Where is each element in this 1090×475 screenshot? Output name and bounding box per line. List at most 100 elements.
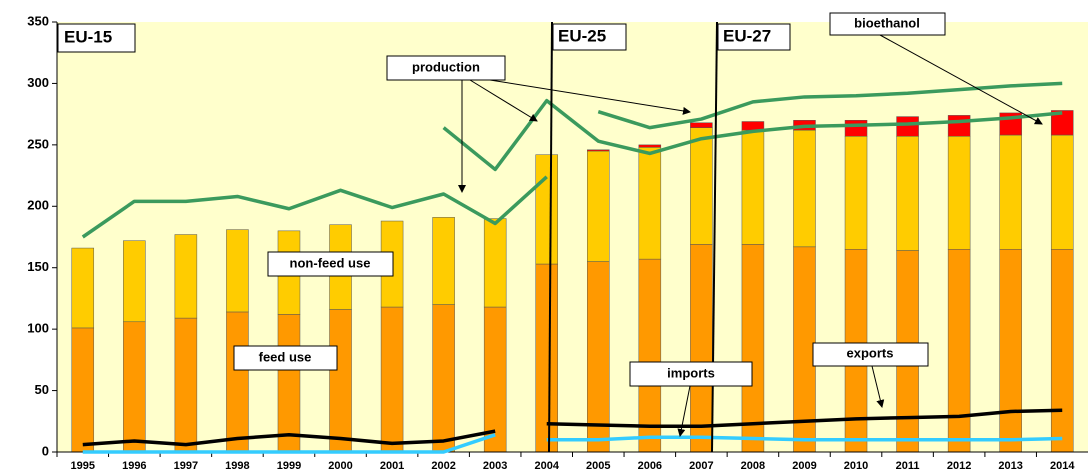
bar-segment	[123, 321, 146, 453]
y-tick-label: 0	[42, 443, 49, 458]
bar-segment	[226, 229, 249, 313]
bar-segment	[741, 244, 765, 453]
bar-segment	[999, 134, 1022, 250]
line-series	[81, 175, 548, 239]
line-series	[546, 408, 1063, 428]
bar-segment	[587, 150, 610, 262]
x-tick-label: 2004	[534, 460, 559, 472]
x-tick-label: 2006	[638, 460, 662, 472]
x-tick-label: 2012	[947, 460, 971, 472]
bar-segment	[432, 304, 455, 453]
annotation-arrow	[879, 34, 1043, 125]
bar-segment	[226, 311, 249, 453]
x-tick-label: 2000	[328, 460, 352, 472]
bar-segment	[483, 218, 507, 308]
bar-segment	[380, 306, 404, 453]
annotation: non-feed use	[290, 255, 371, 270]
annotation: feed use	[259, 349, 312, 364]
annotation-box	[386, 55, 506, 81]
bar-segment	[844, 120, 868, 137]
x-tick-label: 2014	[1050, 460, 1075, 472]
annotation: bioethanol	[854, 15, 920, 30]
line-series	[442, 98, 1063, 172]
line-series	[82, 429, 496, 447]
x-tick-label: 1996	[122, 460, 146, 472]
bar-segment	[483, 306, 507, 453]
x-tick-label: 1999	[277, 460, 301, 472]
x-tick-label: 2009	[792, 460, 816, 472]
bar-segment	[1050, 134, 1074, 250]
x-tick-label: 2008	[741, 460, 765, 472]
annotation-arrow	[677, 385, 691, 437]
bar-segment	[638, 147, 662, 260]
region-label: EU-25	[558, 26, 606, 45]
y-tick-label: 300	[27, 75, 49, 90]
bar-segment	[277, 314, 301, 453]
annotation-box	[267, 251, 394, 277]
bar-segment	[844, 136, 868, 250]
bar-segment	[690, 127, 713, 245]
x-tick-label: 2002	[431, 460, 455, 472]
y-tick-label: 350	[27, 13, 49, 28]
bar-segment	[587, 149, 610, 152]
x-tick-label: 2001	[380, 460, 404, 472]
bar-segment	[174, 234, 198, 319]
bar-segment	[947, 136, 971, 250]
line-series	[546, 435, 1063, 442]
bar-segment	[999, 249, 1022, 453]
annotation-arrow	[871, 365, 885, 408]
annotation: production	[412, 59, 480, 74]
y-tick-label: 100	[27, 321, 49, 336]
y-tick-label: 200	[27, 198, 49, 213]
bar-segment	[71, 327, 95, 453]
x-tick-label: 1998	[225, 460, 249, 472]
y-tick-label: 50	[35, 382, 49, 397]
x-tick-label: 2003	[483, 460, 507, 472]
bar-segment	[123, 240, 146, 323]
annotation-box	[812, 342, 929, 367]
region-label-box	[717, 23, 791, 51]
bar-segment	[896, 116, 919, 137]
bar-segment	[896, 136, 919, 251]
x-tick-label: 2010	[844, 460, 868, 472]
bar-segment	[741, 121, 765, 131]
line-series	[597, 81, 1063, 130]
bar-segment	[71, 247, 95, 329]
annotation: exports	[847, 345, 894, 360]
bar-segment	[947, 115, 971, 137]
bar-segment	[690, 244, 713, 453]
x-tick-label: 2011	[896, 460, 920, 472]
plot-area	[57, 22, 1088, 452]
region-label: EU-27	[723, 26, 771, 45]
x-tick-label: 2005	[586, 460, 610, 472]
bar-segment	[174, 317, 198, 453]
bar-segment	[638, 144, 662, 148]
bar-segment	[638, 258, 662, 453]
bar-segment	[741, 129, 765, 245]
bar-segment	[329, 309, 352, 453]
region-label-box	[57, 23, 136, 53]
x-tick-label: 1997	[174, 460, 198, 472]
annotation-arrow	[469, 79, 538, 122]
annotation-box	[233, 345, 338, 371]
bar-segment	[1050, 110, 1074, 136]
bar-segment	[535, 154, 558, 265]
line-series	[82, 433, 496, 454]
annotation-arrow	[489, 79, 691, 115]
region-label: EU-15	[64, 27, 112, 46]
region-divider	[548, 21, 553, 453]
bar-segment	[432, 217, 455, 305]
annotation: imports	[667, 365, 715, 380]
annotation-box	[629, 361, 753, 387]
region-label-box	[552, 23, 627, 51]
bar-segment	[1050, 249, 1074, 453]
x-tick-label: 2007	[689, 460, 713, 472]
bar-segment	[793, 129, 816, 248]
bar-segment	[947, 249, 971, 453]
y-tick-label: 150	[27, 259, 49, 274]
y-tick-label: 250	[27, 136, 49, 151]
annotation-box	[829, 12, 946, 36]
x-tick-label: 2013	[998, 460, 1022, 472]
bar-segment	[690, 122, 713, 128]
